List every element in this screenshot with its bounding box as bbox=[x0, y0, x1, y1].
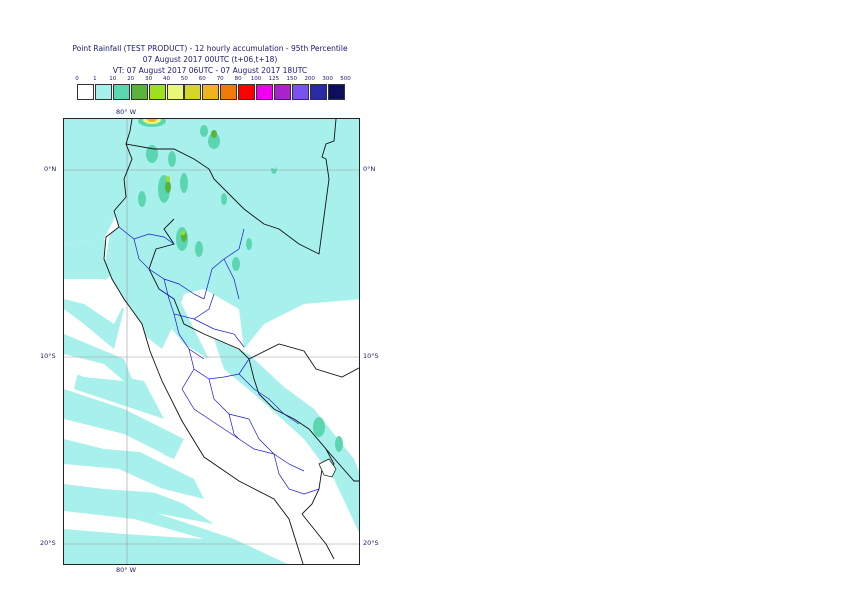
land-extra-patches bbox=[264, 124, 359, 169]
legend-threshold-label: 70 bbox=[216, 76, 224, 82]
legend-threshold-label: 125 bbox=[268, 76, 280, 82]
legend-color-box bbox=[148, 84, 166, 100]
legend-threshold-label: 150 bbox=[286, 76, 298, 82]
lat-label-right-10: 10°S bbox=[363, 352, 379, 360]
legend-color-box bbox=[166, 84, 184, 100]
legend-threshold-label: 0 bbox=[75, 76, 79, 82]
legend-color-box bbox=[327, 84, 345, 100]
legend-color-box bbox=[77, 84, 94, 100]
legend-threshold-label: 1 bbox=[93, 76, 97, 82]
legend-color-box bbox=[256, 84, 273, 100]
lon-label-top: 80° W bbox=[116, 108, 137, 116]
legend-color-box bbox=[184, 84, 202, 100]
legend-color-box bbox=[309, 84, 327, 100]
ocean-rain-bands bbox=[64, 119, 288, 564]
lon-label-bottom: 80° W bbox=[116, 566, 137, 574]
legend-threshold-label: 40 bbox=[163, 76, 170, 82]
title-line-1: Point Rainfall (TEST PRODUCT) - 12 hourl… bbox=[72, 44, 348, 53]
legend-threshold-label: 30 bbox=[145, 76, 153, 82]
title-line-3: VT: 07 August 2017 06UTC - 07 August 201… bbox=[112, 66, 308, 75]
legend-color-box bbox=[130, 84, 148, 100]
legend-threshold-label: 300 bbox=[322, 76, 333, 82]
lake-titicaca bbox=[318, 458, 337, 478]
map-svg bbox=[64, 119, 359, 564]
legend-color-box bbox=[291, 84, 309, 100]
lat-label-left-20: 20°S bbox=[40, 539, 56, 547]
legend-threshold-label: 50 bbox=[180, 76, 188, 82]
lat-label-left-10: 10°S bbox=[40, 352, 56, 360]
lat-label-left-0: 0°N bbox=[44, 165, 57, 173]
ocean-dry-areas bbox=[64, 279, 204, 539]
lat-label-right-0: 0°N bbox=[363, 165, 376, 173]
legend-color-box bbox=[220, 84, 238, 100]
title-line-2: 07 August 2017 00UTC (t+06,t+18) bbox=[142, 55, 278, 64]
legend-color-box bbox=[273, 84, 291, 100]
legend-threshold-label: 500 bbox=[340, 76, 351, 82]
legend-color-box bbox=[202, 84, 220, 100]
legend-threshold-label: 100 bbox=[250, 76, 262, 82]
legend-color-box bbox=[94, 84, 112, 100]
map-panel bbox=[63, 118, 360, 565]
legend-threshold-label: 10 bbox=[109, 76, 117, 82]
legend-threshold-label: 80 bbox=[234, 76, 242, 82]
legend-threshold-label: 20 bbox=[127, 76, 135, 82]
legend-color-box bbox=[112, 84, 130, 100]
region-borders bbox=[118, 226, 320, 495]
legend-threshold-label: 60 bbox=[198, 76, 206, 82]
lat-label-right-20: 20°S bbox=[363, 539, 379, 547]
graticule bbox=[64, 119, 359, 564]
legend-threshold-label: 200 bbox=[304, 76, 315, 82]
rain-cell-top bbox=[138, 119, 166, 127]
legend-color-box bbox=[238, 84, 256, 100]
